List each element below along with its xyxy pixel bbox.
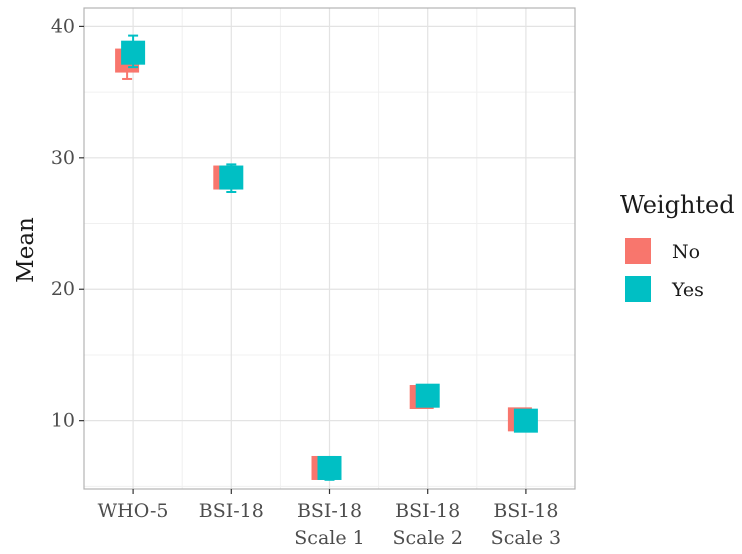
legend: Weighted No Yes [620, 191, 735, 302]
data-point [121, 40, 146, 65]
legend-item-yes: Yes [625, 276, 704, 302]
x-tick-label: BSI-18 Scale 3 [491, 500, 561, 549]
x-tick-label-line: WHO-5 [98, 500, 169, 522]
y-tick-label: 40 [51, 15, 75, 37]
legend-item-no: No [625, 238, 700, 264]
y-tick-label: 30 [51, 147, 75, 169]
data-point [219, 165, 244, 190]
y-tick-label: 20 [51, 278, 75, 300]
series-yes [121, 34, 538, 481]
x-tick-label-line: BSI-18 [493, 500, 558, 522]
x-tick-label: BSI-18 [199, 500, 264, 522]
data-point [415, 383, 440, 408]
y-axis-title: Mean [13, 217, 39, 283]
y-axis: 10 20 30 40 [51, 15, 84, 432]
x-tick-label-line: BSI-18 [395, 500, 460, 522]
x-tick-label-line: BSI-18 [297, 500, 362, 522]
x-tick-label: BSI-18 Scale 1 [294, 500, 364, 549]
x-tick-label-line: Scale 3 [491, 527, 561, 549]
data-point [317, 455, 342, 480]
legend-title: Weighted [620, 191, 735, 219]
x-tick-label: BSI-18 Scale 2 [392, 500, 462, 549]
legend-label: Yes [671, 279, 704, 301]
x-tick-label-line: Scale 1 [294, 527, 364, 549]
legend-label: No [672, 241, 700, 263]
data-point [513, 408, 538, 433]
x-tick-label-line: BSI-18 [199, 500, 264, 522]
x-tick-label-line: Scale 2 [392, 527, 462, 549]
x-tick-label: WHO-5 [98, 500, 169, 522]
y-tick-label: 10 [51, 410, 75, 432]
plot-panel [83, 7, 576, 490]
